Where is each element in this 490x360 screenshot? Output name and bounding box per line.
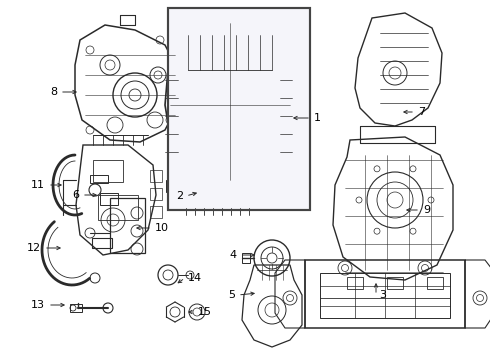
Bar (100, 193, 118, 205)
Bar (150, 170, 162, 182)
Bar (168, 8, 310, 210)
Bar (168, 8, 310, 210)
Text: 12: 12 (27, 243, 41, 253)
Bar (387, 277, 403, 289)
Bar (256, 180, 270, 192)
Bar (200, 165, 212, 200)
Bar (90, 175, 108, 183)
Text: 3: 3 (379, 290, 386, 300)
Bar (70, 304, 82, 312)
Text: 10: 10 (155, 223, 169, 233)
Bar (92, 238, 112, 248)
Text: 13: 13 (31, 300, 45, 310)
Bar (150, 206, 162, 218)
Bar (98, 195, 138, 220)
Text: 2: 2 (176, 191, 183, 201)
Text: 11: 11 (31, 180, 45, 190)
Bar (305, 260, 465, 328)
Text: 1: 1 (314, 113, 321, 123)
Bar (166, 180, 180, 192)
Text: 8: 8 (50, 87, 57, 97)
Text: 15: 15 (198, 307, 212, 317)
Bar (178, 157, 258, 165)
Bar (180, 163, 256, 208)
Bar (320, 273, 450, 318)
Bar (242, 253, 250, 263)
Text: 9: 9 (423, 205, 430, 215)
Bar (427, 277, 443, 289)
Bar (110, 198, 145, 253)
Text: 4: 4 (230, 250, 237, 260)
Bar (93, 160, 123, 182)
Text: 14: 14 (188, 273, 202, 283)
Bar (228, 165, 240, 200)
Bar (186, 165, 198, 200)
Bar (150, 188, 162, 200)
Bar (169, 9, 309, 209)
Text: 6: 6 (72, 190, 79, 200)
Bar (214, 165, 226, 200)
Bar (347, 277, 363, 289)
Text: 5: 5 (228, 290, 235, 300)
Text: 7: 7 (418, 107, 425, 117)
Bar (242, 165, 254, 200)
